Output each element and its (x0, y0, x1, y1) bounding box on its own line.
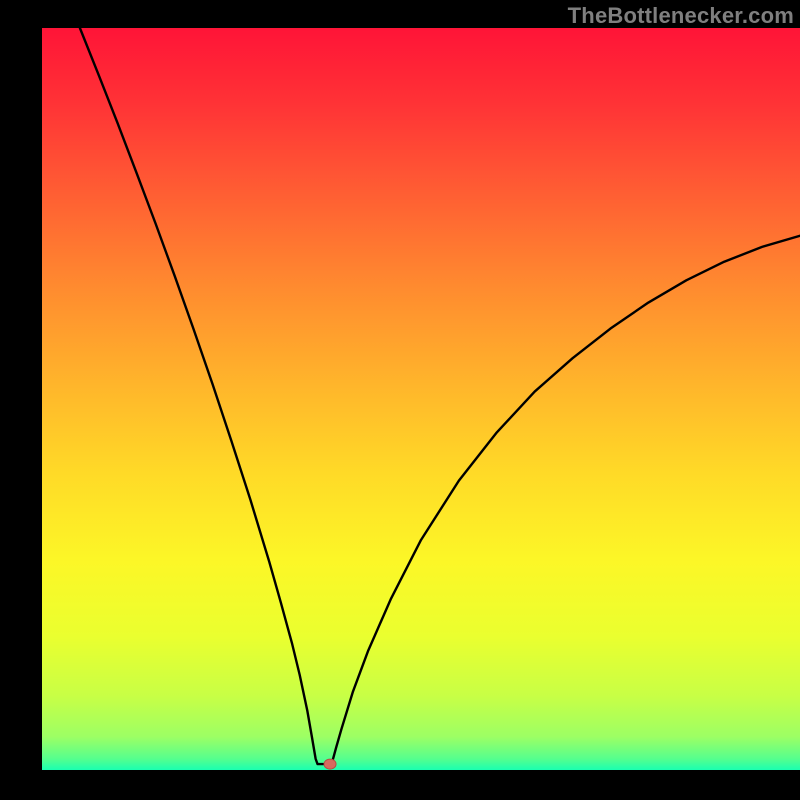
chart-stage: TheBottlenecker.com (0, 0, 800, 800)
optimal-point-marker (324, 759, 336, 769)
chart-svg (0, 0, 800, 800)
plot-background (42, 28, 800, 770)
